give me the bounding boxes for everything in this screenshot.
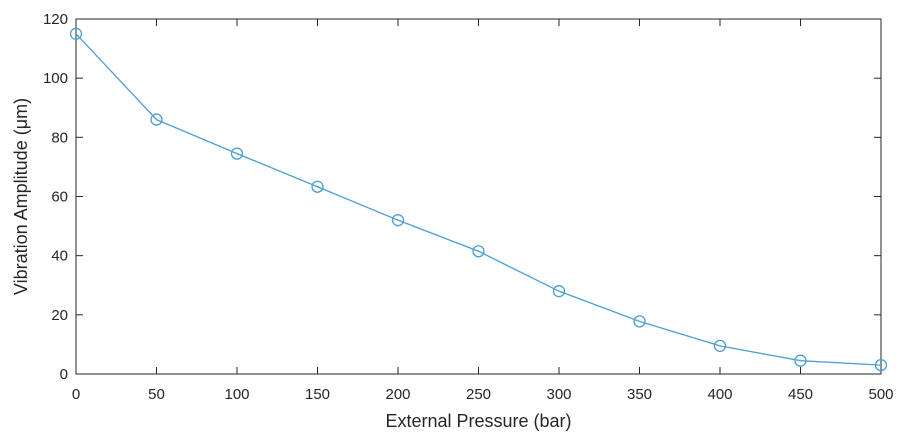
x-axis-label: External Pressure (bar) — [385, 411, 571, 431]
x-tick-label: 500 — [868, 386, 893, 403]
y-tick-label: 120 — [43, 11, 68, 28]
data-point — [69, 27, 83, 40]
x-tick-label: 50 — [148, 386, 165, 403]
y-tick-label: 40 — [51, 248, 68, 265]
data-point — [794, 354, 807, 367]
data-point — [874, 358, 888, 372]
y-tick-label: 80 — [51, 129, 68, 146]
series-line — [75, 33, 882, 366]
axes-box — [75, 18, 882, 375]
x-tick-label: 300 — [546, 386, 571, 403]
x-tick-label: 200 — [385, 386, 410, 403]
plot-area: 0 50 100 150 200 250 300 350 400 450 500 0 20 40 60 80 1… — [43, 11, 894, 403]
x-tick-label: 150 — [305, 386, 330, 403]
x-tick-label: 250 — [466, 386, 491, 403]
y-tick-label: 0 — [60, 366, 68, 383]
data-point — [391, 214, 405, 227]
data-point — [633, 315, 646, 328]
x-tick-label: 400 — [707, 386, 732, 403]
data-point — [713, 339, 727, 353]
y-tick-label: 100 — [43, 70, 68, 87]
x-tick-label: 100 — [224, 386, 249, 403]
data-point — [552, 285, 566, 298]
y-axis-label: Vibration Amplitude (μm) — [11, 98, 31, 295]
data-point — [311, 180, 324, 193]
x-tick-label: 0 — [72, 386, 80, 403]
data-point — [150, 113, 163, 126]
x-tick-label: 350 — [627, 386, 652, 403]
x-tick-label: 450 — [788, 386, 813, 403]
data-point — [472, 245, 485, 258]
data-point — [230, 147, 244, 160]
y-tick-label: 20 — [51, 307, 68, 324]
y-tick-label: 60 — [51, 189, 68, 206]
